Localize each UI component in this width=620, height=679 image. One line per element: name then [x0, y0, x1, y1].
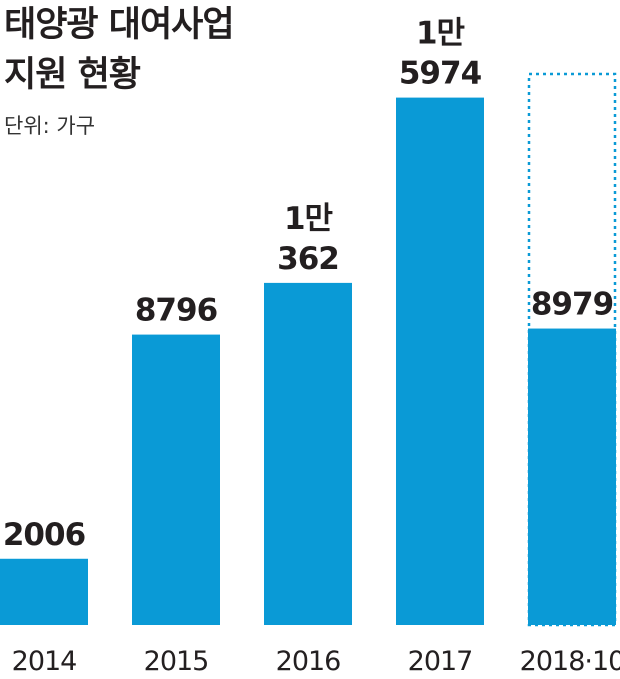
- bar-2016: [264, 282, 352, 625]
- chart-title-line-2: 지원 현황: [4, 55, 141, 95]
- data-label: 1만: [284, 201, 333, 237]
- x-tick-label: 2017: [408, 646, 473, 677]
- data-label: 1만: [416, 16, 465, 52]
- bar-2015: [132, 334, 220, 625]
- bar-2014: [0, 558, 88, 625]
- bar-2017: [396, 97, 484, 625]
- chart-title-line-1: 태양광 대여사업: [4, 5, 235, 45]
- x-tick-label: 2015: [144, 646, 209, 677]
- data-label: 8979: [531, 287, 613, 323]
- data-label: 2006: [3, 517, 85, 553]
- bar-201810: [528, 328, 616, 625]
- data-label: 8796: [135, 293, 217, 329]
- x-tick-label: 2014: [12, 646, 77, 677]
- x-tick-label: 2018·10: [520, 646, 620, 677]
- unit-label: 단위: 가구: [4, 114, 96, 138]
- chart-title: 태양광 대여사업 지원 현황: [4, 0, 235, 100]
- x-tick-label: 2016: [276, 646, 341, 677]
- data-label: 362: [277, 241, 339, 277]
- data-label: 5974: [399, 56, 482, 92]
